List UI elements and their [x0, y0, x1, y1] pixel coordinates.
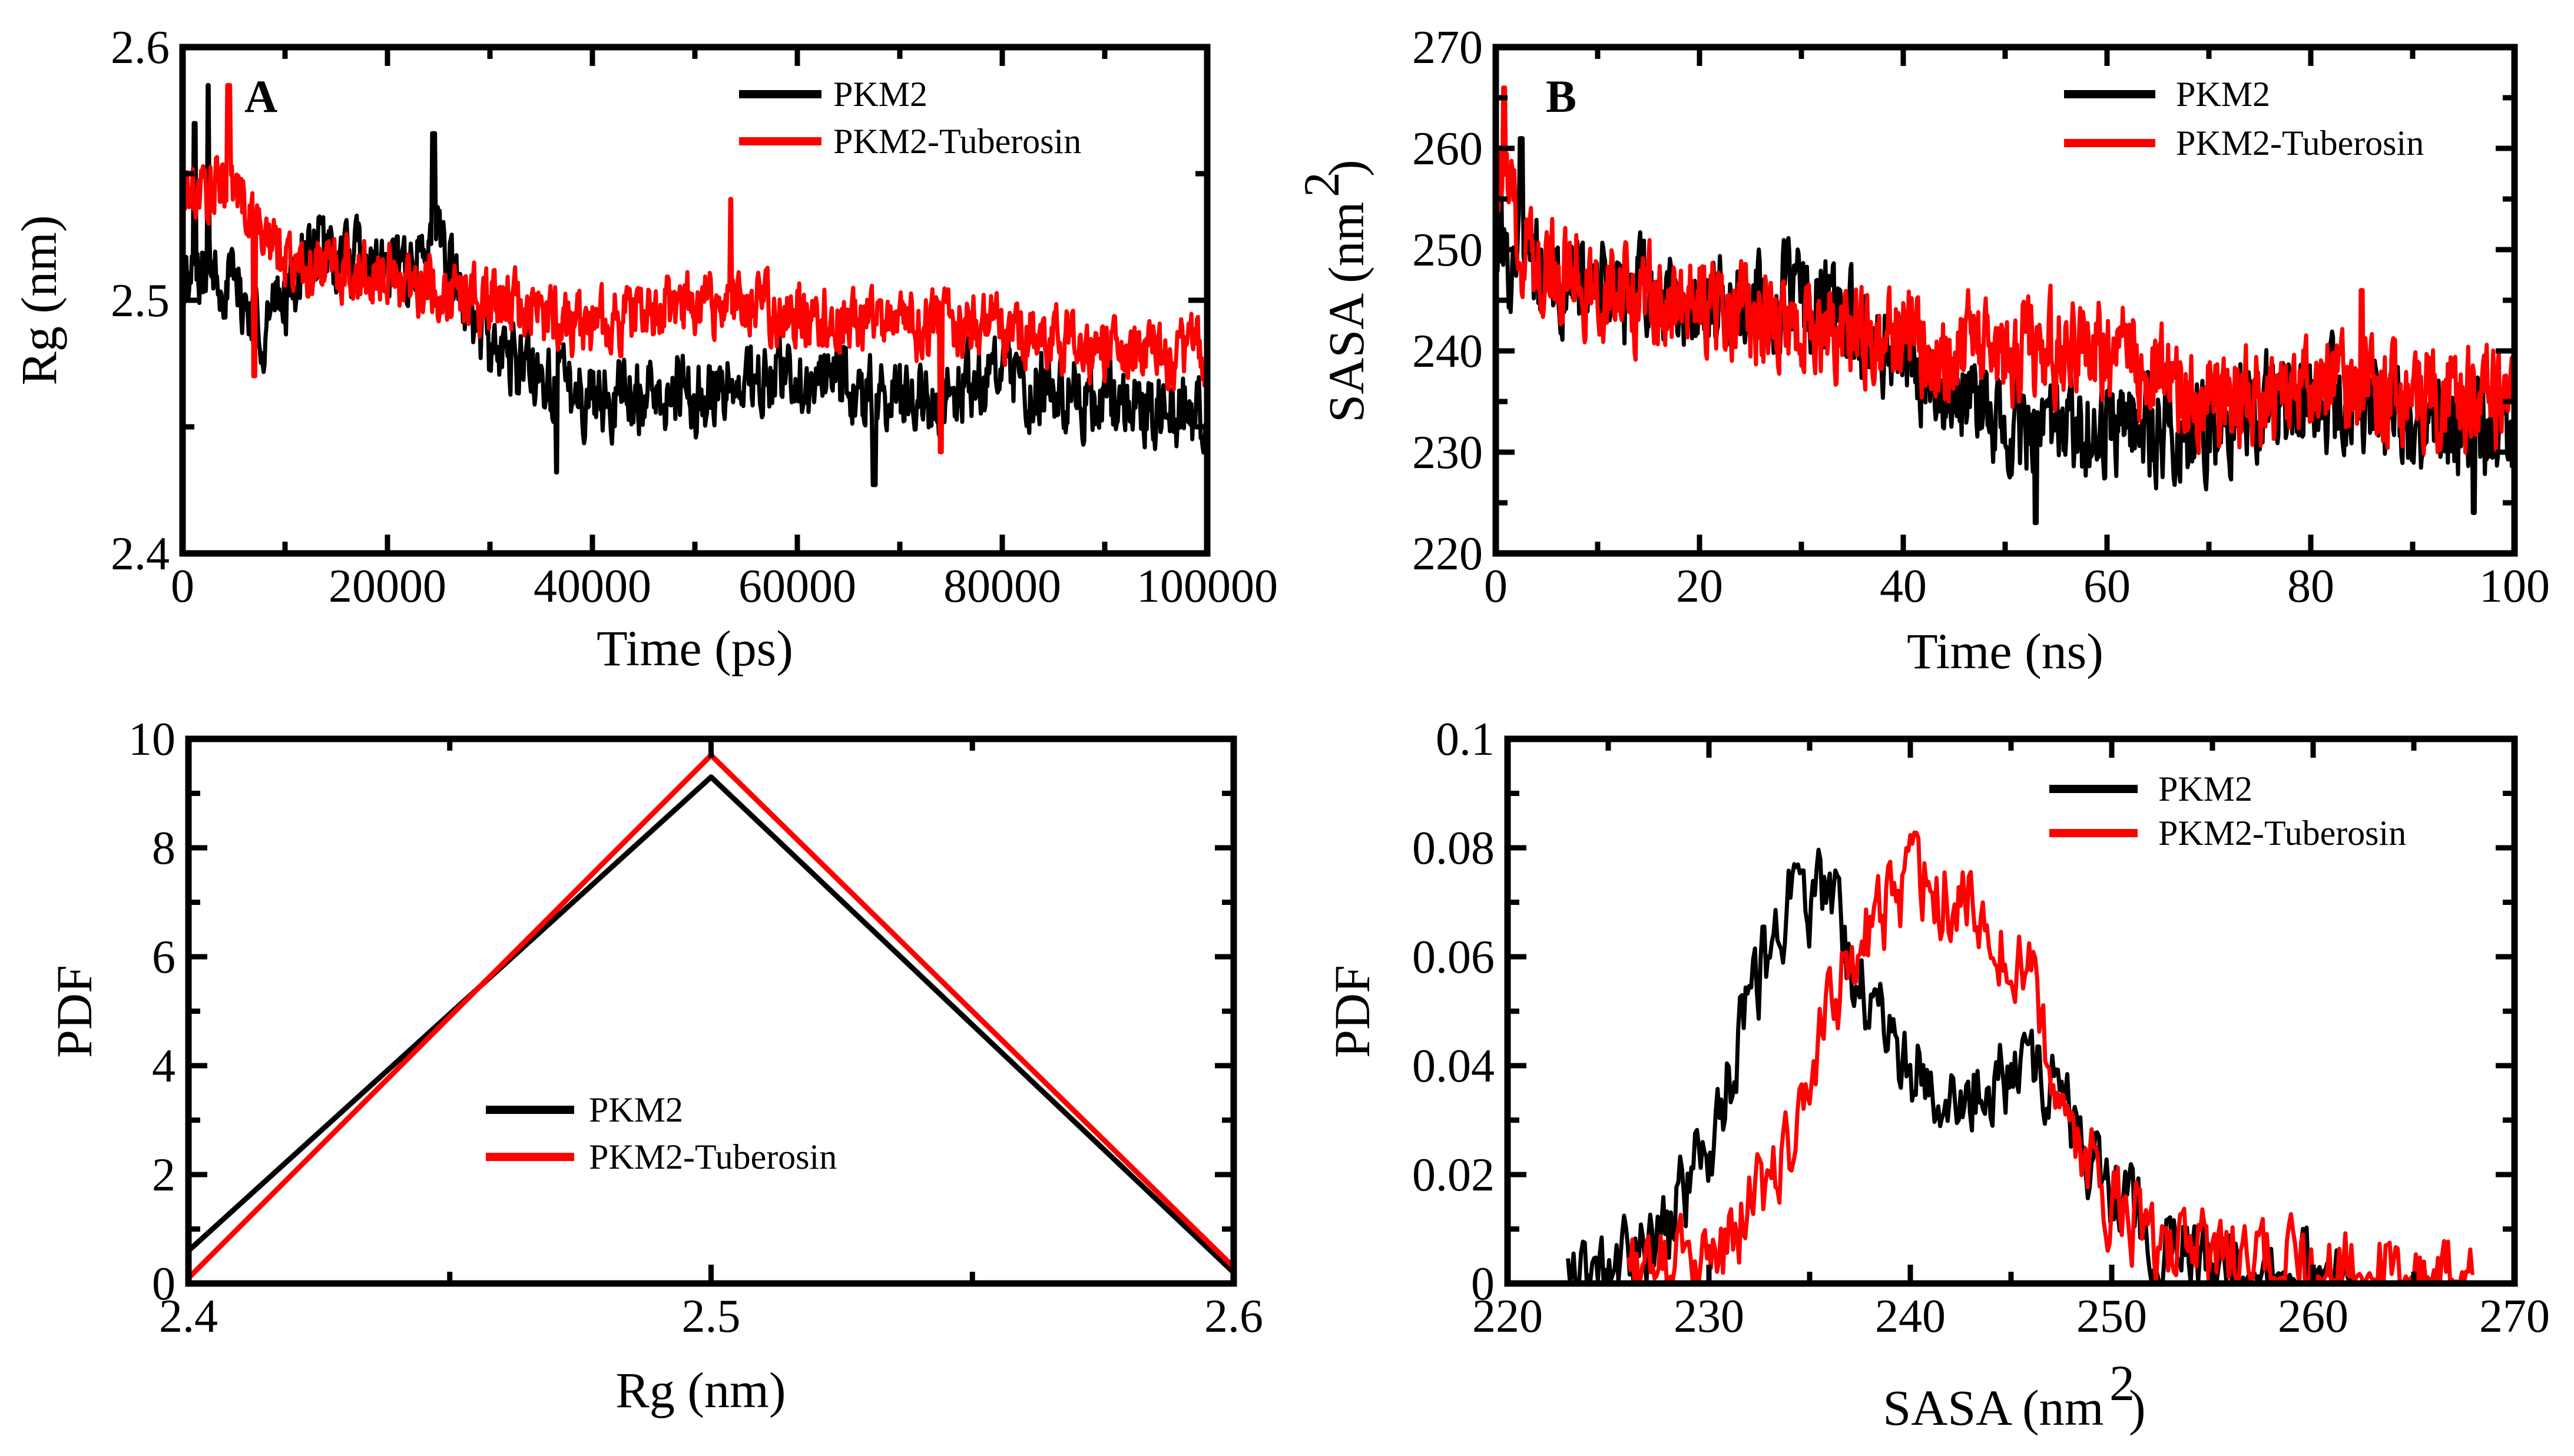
- panel-c-x-tick-label: 2.5: [682, 1291, 741, 1342]
- panel-c-y-tick-label: 10: [128, 714, 175, 765]
- panel-c-x-tick-label: 2.6: [1204, 1291, 1263, 1342]
- panel-a-x-tick-label: 0: [171, 560, 194, 612]
- panel-d-legend-label-pkm2: PKM2: [2158, 770, 2252, 808]
- panel-c-x-tick-label: 2.4: [159, 1291, 218, 1342]
- panel-c-legend: PKM2 PKM2-Tuberosin: [486, 1090, 837, 1176]
- panel-d-sasa-pdf: 220 230 240 250 260 270 0 0.02 0.04 0.06 0.08 0.1 S…: [1324, 714, 2550, 1436]
- panel-b-y-axis-title-group: SASA (nm 2 ): [1293, 160, 1374, 422]
- panel-b-y-axis-close-paren: ): [1318, 160, 1374, 177]
- panel-b-y-tick-label: 270: [1412, 22, 1483, 74]
- panel-b-y-tick-label: 230: [1412, 427, 1483, 479]
- panel-a-y-tick-label: 2.6: [111, 22, 170, 74]
- panel-b-x-tick-label: 40: [1880, 560, 1927, 612]
- panel-a-x-tick-label: 40000: [534, 560, 651, 612]
- panel-d-legend-label-tuberosin: PKM2-Tuberosin: [2158, 814, 2406, 853]
- panel-d-x-axis-title: SASA (nm: [1883, 1379, 2103, 1436]
- panel-b-ticks: 0 20 40 60 80 100 220 230 240 250 260 270: [1412, 22, 2550, 612]
- panel-d-plot-area: [1566, 830, 2474, 1283]
- panel-a-x-tick-label: 80000: [943, 560, 1061, 612]
- panel-b-y-tick-label: 260: [1412, 123, 1483, 175]
- panel-c-series-pkm2: [188, 774, 1234, 1275]
- panel-b-x-tick-label: 20: [1676, 560, 1723, 612]
- panel-c-ticks: 2.4 2.5 2.6 0 2 4 6 8 10: [128, 714, 1263, 1342]
- panel-b-x-tick-label: 80: [2287, 560, 2334, 612]
- panel-c-rg-pdf: 2.4 2.5 2.6 0 2 4 6 8 10 Rg (nm) PDF PKM2 PKM2-T…: [46, 714, 1263, 1418]
- panel-b-x-axis-title: Time (ns): [1907, 623, 2103, 679]
- panel-b-series-pkm2-tuberosin: [1496, 85, 2515, 456]
- panel-b-x-tick-label: 60: [2083, 560, 2131, 612]
- panel-d-y-tick-label: 0.1: [1436, 714, 1495, 765]
- panel-d-legend: PKM2 PKM2-Tuberosin: [2049, 770, 2406, 853]
- panel-a-series-pkm2: [183, 83, 1207, 487]
- panel-d-ticks: 220 230 240 250 260 270 0 0.02 0.04 0.06 0.08 0.1: [1412, 714, 2550, 1342]
- panel-d-y-tick-label: 0.02: [1412, 1149, 1495, 1201]
- panel-b-y-axis-exponent: 2: [1293, 172, 1350, 197]
- panel-a-y-tick-label: 2.4: [111, 528, 170, 580]
- panel-c-y-tick-label: 4: [152, 1040, 175, 1092]
- panel-c-y-tick-label: 0: [152, 1258, 175, 1310]
- panel-d-y-tick-label: 0.06: [1412, 931, 1495, 983]
- panel-b-x-tick-label: 100: [2479, 560, 2550, 612]
- panel-b-y-axis-title: SASA (nm: [1318, 201, 1374, 422]
- panel-d-y-tick-label: 0: [1471, 1258, 1495, 1310]
- panel-b-letter: B: [1546, 71, 1576, 122]
- panel-b-y-tick-label: 220: [1412, 528, 1483, 580]
- panel-c-y-tick-label: 8: [152, 822, 175, 874]
- panel-a-legend: PKM2 PKM2-Tuberosin: [739, 75, 1081, 161]
- panel-b-y-tick-label: 240: [1412, 326, 1483, 377]
- panel-a-series-pkm2-tuberosin: [183, 83, 1207, 455]
- panel-d-x-axis-title-group: SASA (nm 2 ): [1883, 1355, 2145, 1436]
- panel-d-y-tick-label: 0.04: [1412, 1040, 1495, 1092]
- panel-d-y-axis-title: PDF: [1324, 965, 1380, 1058]
- panel-b-y-tick-label: 250: [1412, 224, 1483, 276]
- panel-a-x-tick-label: 20000: [329, 560, 446, 612]
- panel-d-x-tick-label: 250: [2076, 1291, 2147, 1342]
- panel-c-y-tick-label: 6: [152, 931, 175, 983]
- panel-d-x-axis-close-paren: ): [2129, 1379, 2146, 1436]
- panel-a-y-axis-title: Rg (nm): [11, 215, 67, 385]
- panel-d-series-pkm2-tuberosin: [1626, 830, 2474, 1283]
- panel-d-x-tick-label: 220: [1472, 1291, 1543, 1342]
- panel-c-y-tick-label: 2: [152, 1149, 175, 1201]
- panel-d-x-tick-label: 260: [2278, 1291, 2348, 1342]
- panel-b-legend: PKM2 PKM2-Tuberosin: [2064, 75, 2424, 162]
- panel-d-y-tick-label: 0.08: [1412, 822, 1495, 874]
- panel-a-y-tick-label: 2.5: [111, 275, 170, 327]
- panel-b-sasa-vs-time: 0 20 40 60 80 100 220 230 240 250 260 270 B Time (n…: [1293, 22, 2550, 679]
- panel-d-x-tick-label: 240: [1875, 1291, 1946, 1342]
- panel-a-x-tick-label: 60000: [738, 560, 856, 612]
- panel-c-y-axis-title: PDF: [46, 965, 102, 1058]
- panel-a-legend-label-pkm2: PKM2: [833, 75, 927, 114]
- panel-a-plot-area: [183, 83, 1207, 487]
- panel-c-x-axis-title: Rg (nm): [615, 1362, 786, 1418]
- panel-b-legend-label-pkm2: PKM2: [2176, 75, 2270, 114]
- panel-b-x-tick-label: 0: [1484, 560, 1508, 612]
- panel-c-legend-label-pkm2: PKM2: [589, 1090, 683, 1129]
- panel-d-x-tick-label: 230: [1674, 1291, 1744, 1342]
- panel-a-x-tick-label: 100000: [1137, 560, 1278, 612]
- panel-d-x-tick-label: 270: [2479, 1291, 2550, 1342]
- panel-a-legend-label-tuberosin: PKM2-Tuberosin: [833, 122, 1081, 161]
- panel-a-x-axis-title: Time (ps): [597, 620, 793, 676]
- panel-b-plot-area: [1496, 85, 2515, 525]
- panel-a-letter: A: [244, 71, 277, 122]
- panel-a-ticks: 0 20000 40000 60000 80000 100000 2.4 2.5 2.6: [111, 22, 1278, 612]
- panel-d-x-axis-exponent: 2: [2109, 1355, 2135, 1411]
- panel-c-legend-label-tuberosin: PKM2-Tuberosin: [589, 1137, 837, 1176]
- panel-b-legend-label-tuberosin: PKM2-Tuberosin: [2176, 124, 2424, 162]
